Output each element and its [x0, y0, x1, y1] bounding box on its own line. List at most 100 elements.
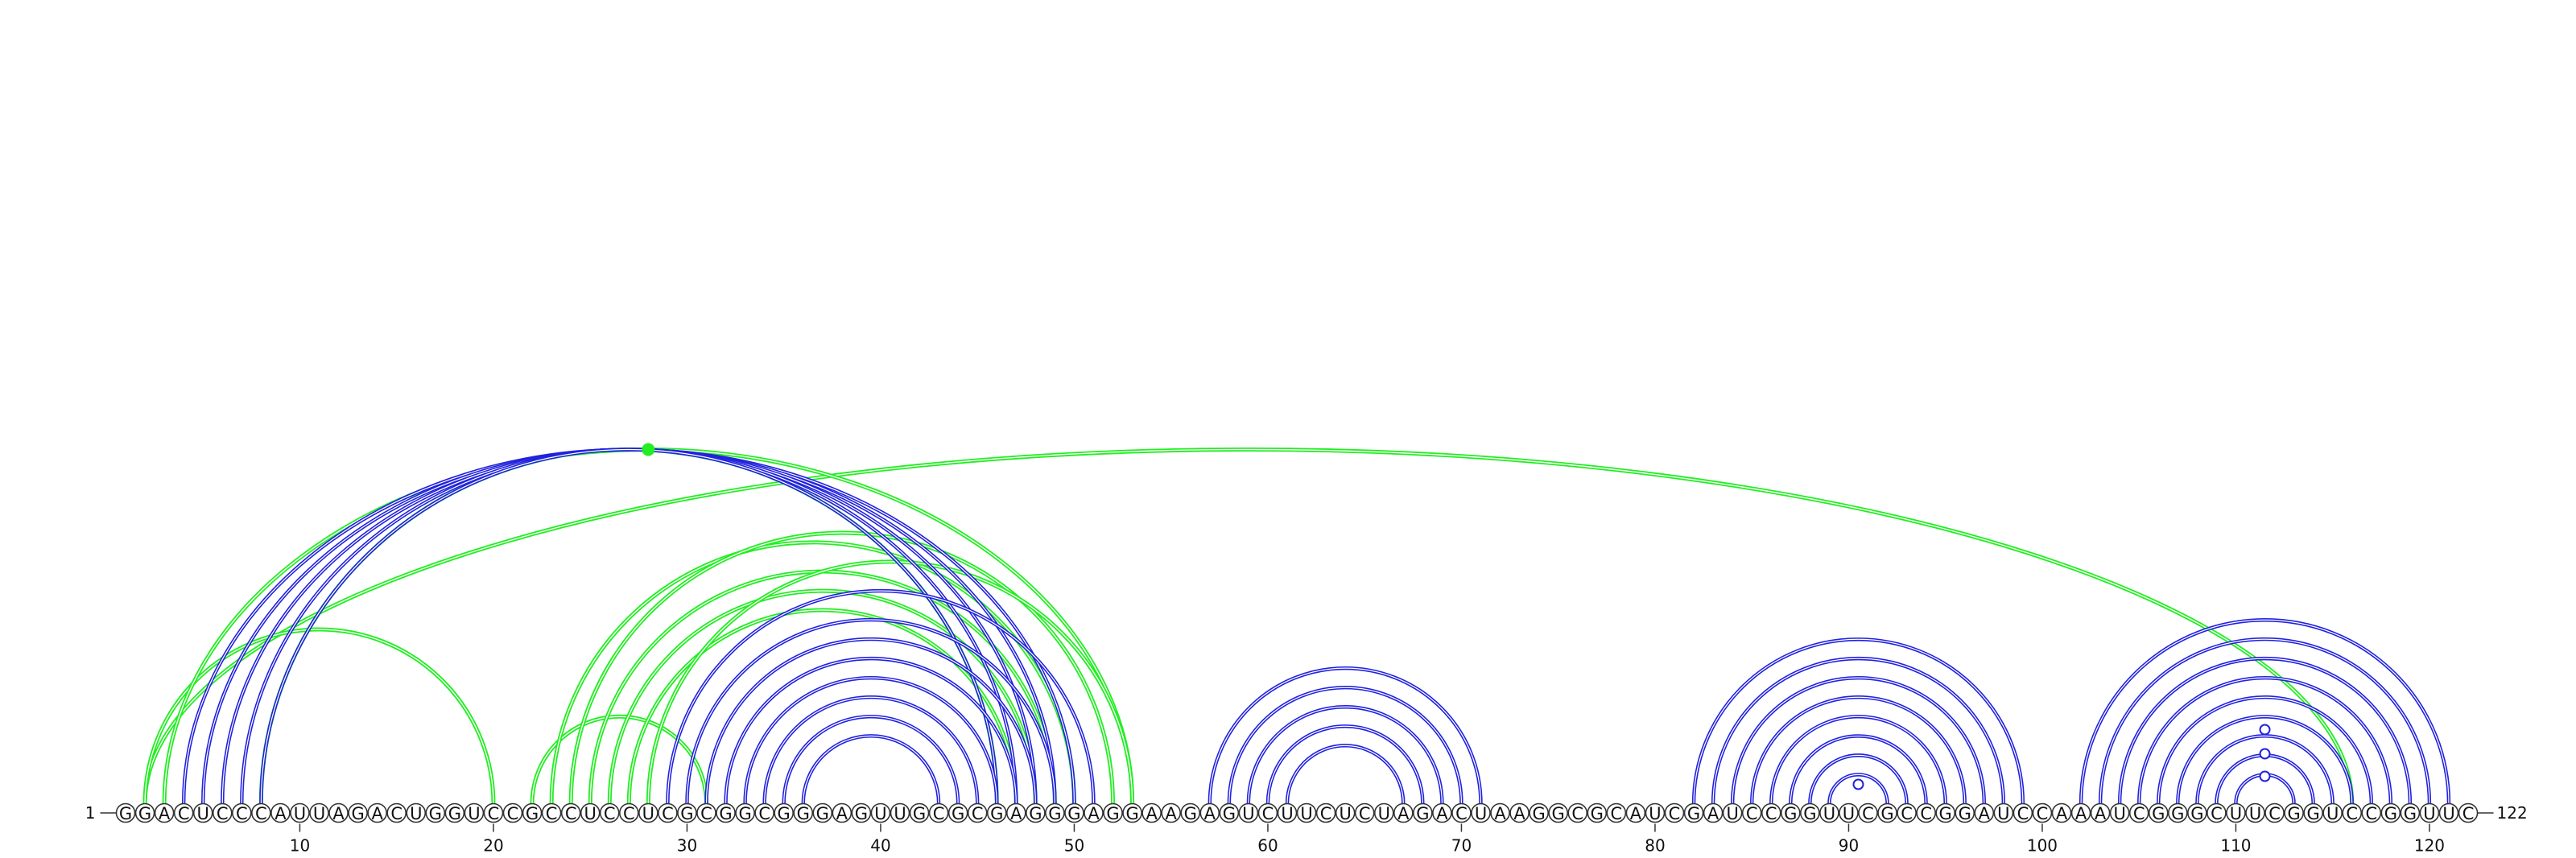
green-pair-arc-28-53	[646, 559, 1135, 804]
nucleotide-letter: U	[2113, 804, 2125, 823]
nucleotide-7: C	[231, 802, 252, 823]
nucleotide-letter: G	[1880, 804, 1893, 823]
nucleotide-letter: C	[1455, 804, 1468, 823]
blue-pair-arc-core-61-67	[1286, 745, 1404, 804]
nucleotide-circle	[1373, 802, 1394, 823]
nucleotide-letter: A	[2056, 804, 2068, 823]
nucleotide-letter: G	[1784, 804, 1797, 823]
nucleotide-circle	[1471, 802, 1491, 823]
nucleotide-circle	[1877, 802, 1897, 823]
nucleotide-letter: A	[1436, 804, 1448, 823]
nucleotide-110: U	[2226, 802, 2246, 823]
nucleotide-circle	[928, 802, 949, 823]
nucleotide-84: U	[1722, 802, 1743, 823]
nucleotide-circle	[212, 802, 233, 823]
nucleotide-letter: C	[2462, 804, 2475, 823]
position-axis: 10 20 30 40 50 60 70 80 90 100 110 120	[290, 823, 2445, 856]
nucleotide-106: G	[2148, 802, 2169, 823]
nucleotide-circle	[1509, 802, 1530, 823]
nucleotide-32: G	[716, 802, 736, 823]
nucleotide-70: C	[1451, 802, 1472, 823]
nucleotide-circle	[2303, 802, 2323, 823]
nucleotide-letter: C	[1262, 804, 1274, 823]
nucleotide-letter: A	[836, 804, 848, 823]
nucleotide-21: C	[502, 802, 523, 823]
nucleotide-circle	[290, 802, 310, 823]
nucleotide-circle	[1761, 802, 1781, 823]
nucleotide-83: A	[1703, 802, 1724, 823]
blue-pair-arc-core-35-44	[783, 716, 959, 804]
markers-layer	[642, 443, 2271, 790]
nucleotide-14: A	[367, 802, 387, 823]
green-pair-arc-2-116	[142, 448, 2355, 804]
blue-pair-arc-core-84-97	[1732, 677, 1985, 804]
nucleotide-circle	[1548, 802, 1568, 823]
nucleotide-letter: U	[1843, 804, 1855, 823]
nucleotide-circle	[1683, 802, 1704, 823]
nucleotide-73: A	[1509, 802, 1530, 823]
nucleotide-letter: U	[1242, 804, 1254, 823]
blue-pair-arc-8-46	[259, 448, 999, 804]
nucleotide-letter: U	[874, 804, 886, 823]
nucleotide-42: G	[909, 802, 930, 823]
axis-tick-label-20: 20	[483, 836, 503, 856]
blue-pair-arc-core-8-46	[260, 448, 997, 804]
nucleotide-circle	[154, 802, 175, 823]
blue-pair-arc-core-87-94	[1790, 735, 1927, 804]
nucleotide-letter: C	[662, 804, 674, 823]
nucleotide-letter: G	[1552, 804, 1565, 823]
nucleotide-55: A	[1161, 802, 1181, 823]
nucleotide-30: G	[677, 802, 697, 823]
nucleotide-8: C	[251, 802, 271, 823]
nucleotide-circle	[1781, 802, 1801, 823]
nucleotide-circle	[967, 802, 988, 823]
nucleotide-letter: G	[1048, 804, 1061, 823]
nucleotide-circle	[754, 802, 774, 823]
nucleotide-letter: U	[642, 804, 654, 823]
nucleotide-circle	[1084, 802, 1104, 823]
nucleotide-letter: C	[1611, 804, 1623, 823]
nucleotide-circle	[2109, 802, 2130, 823]
nucleotide-letter: U	[1997, 804, 2009, 823]
nucleotide-circle	[1026, 802, 1046, 823]
nucleotide-circle	[115, 802, 136, 823]
nucleotide-52: G	[1103, 802, 1123, 823]
green-pair-arc-core-24-52	[570, 532, 1114, 804]
nucleotide-letter: G	[2404, 804, 2417, 823]
nucleotide-circle	[2438, 802, 2459, 823]
nucleotide-letter: U	[894, 804, 906, 823]
blue-pair-arc-core-59-69	[1248, 706, 1443, 804]
nucleotide-circle	[134, 802, 155, 823]
nucleotide-letter: G	[1125, 804, 1138, 823]
nucleotide-15: C	[386, 802, 407, 823]
blue-pair-arc-5-49	[201, 448, 1057, 804]
nucleotide-circle	[1451, 802, 1472, 823]
axis-tick-label-50: 50	[1064, 836, 1084, 856]
nucleotide-circle	[1064, 802, 1084, 823]
blue-pair-arc-core-89-92	[1828, 773, 1889, 804]
nucleotide-circle	[1238, 802, 1259, 823]
nucleotide-letter: C	[758, 804, 770, 823]
nucleotide-25: U	[580, 802, 601, 823]
blue-pair-arc-core-30-49	[686, 619, 1056, 804]
nucleotide-circle	[541, 802, 562, 823]
nucleotide-letter: A	[1010, 804, 1022, 823]
blue-pair-arc-core-32-47	[724, 658, 1017, 804]
nucleotide-letter: G	[990, 804, 1003, 823]
blue-pair-arc-core-106-117	[2157, 696, 2372, 804]
nucleotide-letter: C	[1669, 804, 1681, 823]
nucleotide-circle	[696, 802, 716, 823]
nucleotide-circle	[1916, 802, 1936, 823]
nucleotide-circle	[1315, 802, 1336, 823]
nucleotide-circle	[2342, 802, 2363, 823]
nucleotide-57: A	[1199, 802, 1220, 823]
nucleotide-circle	[2128, 802, 2149, 823]
nucleotide-letter: G	[1591, 804, 1604, 823]
nucleotide-letter: C	[2037, 804, 2049, 823]
nucleotide-circle	[348, 802, 368, 823]
nucleotide-letter: C	[390, 804, 402, 823]
nucleotide-letter: G	[855, 804, 868, 823]
nucleotide-letter: C	[236, 804, 248, 823]
